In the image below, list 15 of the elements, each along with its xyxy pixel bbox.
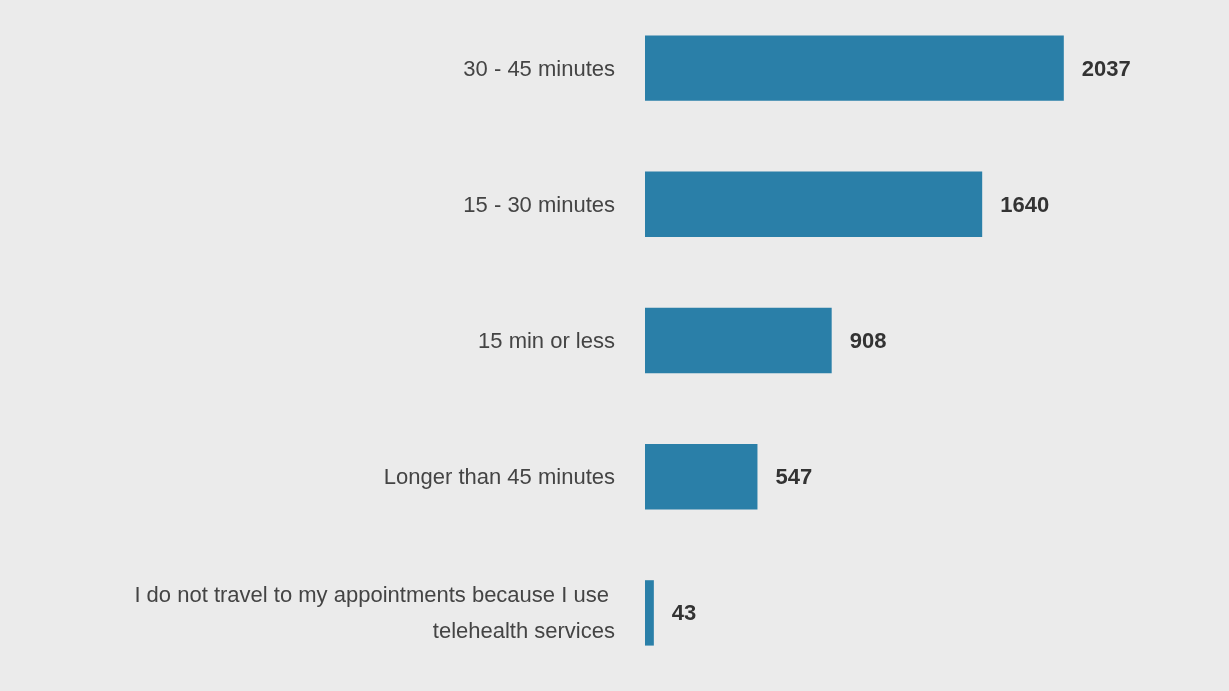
y-tick-label: Longer than 45 minutes [383,464,615,490]
bar [645,444,758,510]
y-tick-label: I do not travel to my appointments because I use telehealth services [134,582,615,644]
bar [645,580,654,646]
bar [645,171,983,237]
data-label: 547 [775,464,813,490]
data-label: 908 [849,328,887,353]
data-label: 43 [671,600,697,626]
bar [645,307,832,374]
y-tick-label: 30 - 45 minutes [463,55,615,81]
data-label: 1640 [1000,191,1050,217]
y-tick-label: 15 min or less [478,328,615,353]
y-tick-label: 15 - 30 minutes [463,191,615,217]
bar [645,35,1064,101]
data-label: 2037 [1081,55,1131,81]
